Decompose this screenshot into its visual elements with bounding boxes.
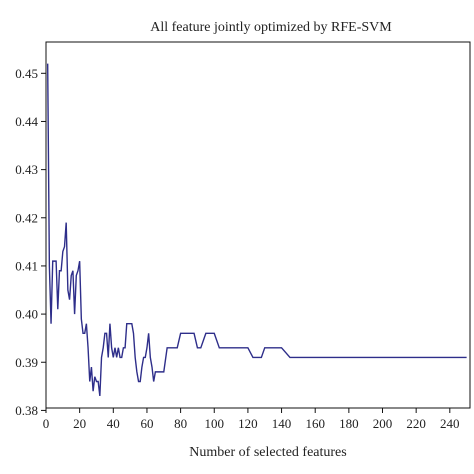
x-tick-label: 220 — [406, 416, 426, 431]
x-tick-label: 60 — [140, 416, 153, 431]
x-tick-label: 0 — [43, 416, 50, 431]
x-tick-label: 100 — [205, 416, 225, 431]
y-tick-label: 0.39 — [15, 355, 38, 370]
y-tick-label: 0.44 — [15, 114, 38, 129]
y-axis: 0.38 0.39 0.40 0.41 0.42 0.43 0.44 0.45 — [15, 66, 46, 418]
x-tick-label: 140 — [272, 416, 292, 431]
y-tick-label: 0.40 — [15, 307, 38, 322]
plot-area-frame — [45, 41, 471, 409]
y-tick-label: 0.45 — [15, 66, 38, 81]
x-tick-label: 160 — [305, 416, 325, 431]
y-tick-label: 0.42 — [15, 210, 38, 225]
x-axis-label: Number of selected features — [189, 445, 346, 460]
x-tick-label: 180 — [339, 416, 359, 431]
x-tick-label: 200 — [373, 416, 393, 431]
x-tick-label: 40 — [107, 416, 120, 431]
chart-title: All feature jointly optimized by RFE-SVM — [150, 20, 392, 35]
x-tick-label: 120 — [238, 416, 258, 431]
y-tick-label: 0.38 — [15, 403, 38, 418]
y-tick-label: 0.43 — [15, 162, 38, 177]
x-tick-label: 20 — [73, 416, 86, 431]
x-tick-label: 240 — [440, 416, 460, 431]
series-line — [46, 63, 467, 397]
x-tick-label: 80 — [174, 416, 187, 431]
x-axis: 0 20 40 60 80 100 120 140 160 180 200 220 240 — [43, 408, 460, 431]
y-tick-label: 0.41 — [15, 258, 38, 273]
